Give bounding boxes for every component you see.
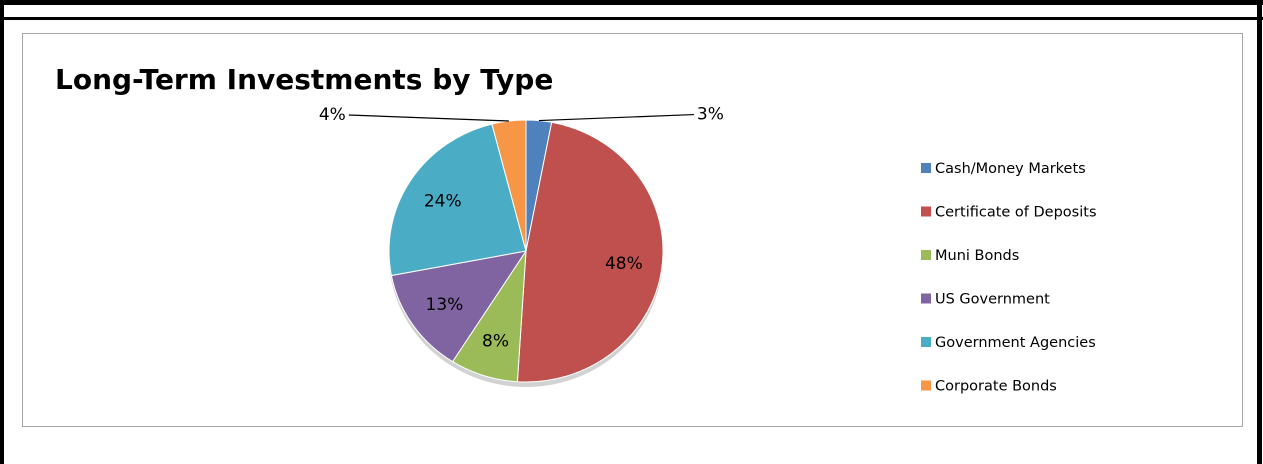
legend-label-corporate-bonds: Corporate Bonds <box>935 379 1057 395</box>
pie-chart: Long-Term Investments by Type 3% 48% 8% 13%… <box>55 63 1097 395</box>
legend-swatch-government-agencies <box>921 337 931 347</box>
data-label-muni-bonds: 8% <box>482 332 509 352</box>
legend-label-muni-bonds: Muni Bonds <box>935 248 1019 264</box>
legend-swatch-muni-bonds <box>921 250 931 260</box>
leader-line-corporate-bonds <box>348 114 509 122</box>
data-labels-group: 3% 48% 8% 13% 24% 4% <box>319 105 724 352</box>
data-label-corporate-bonds: 4% <box>319 105 346 125</box>
legend-swatch-us-government <box>921 293 931 304</box>
legend-swatch-certificate-of-deposits <box>921 206 931 217</box>
data-label-certificate-of-deposits: 48% <box>605 254 643 274</box>
data-label-us-government: 13% <box>426 295 464 315</box>
data-label-government-agencies: 24% <box>424 191 462 211</box>
frame-divider-line <box>0 17 1263 20</box>
legend-label-certificate-of-deposits: Certificate of Deposits <box>935 205 1097 221</box>
chart-area: Long-Term Investments by Type 3% 48% 8% 13%… <box>22 33 1243 427</box>
legend-label-us-government: US Government <box>935 292 1050 308</box>
frame-top-border <box>0 0 1263 5</box>
leader-line-cash-money-markets <box>538 113 694 122</box>
legend-swatch-cash-money-markets <box>921 163 931 173</box>
legend-label-cash-money-markets: Cash/Money Markets <box>935 161 1086 177</box>
frame-right-border <box>1257 0 1262 464</box>
frame-left-border <box>0 0 4 464</box>
chart-title: Long-Term Investments by Type <box>55 63 553 96</box>
pie-slice-government-agencies <box>388 123 527 277</box>
legend-label-government-agencies: Government Agencies <box>935 335 1096 351</box>
pie-slice-certificate-of-deposits <box>516 121 664 383</box>
pie-group <box>388 119 664 387</box>
pie-slice-us-government <box>390 250 528 363</box>
data-label-cash-money-markets: 3% <box>697 105 724 125</box>
legend-swatch-corporate-bonds <box>921 380 931 391</box>
legend: Cash/Money Markets Certificate of Deposit… <box>921 161 1097 395</box>
